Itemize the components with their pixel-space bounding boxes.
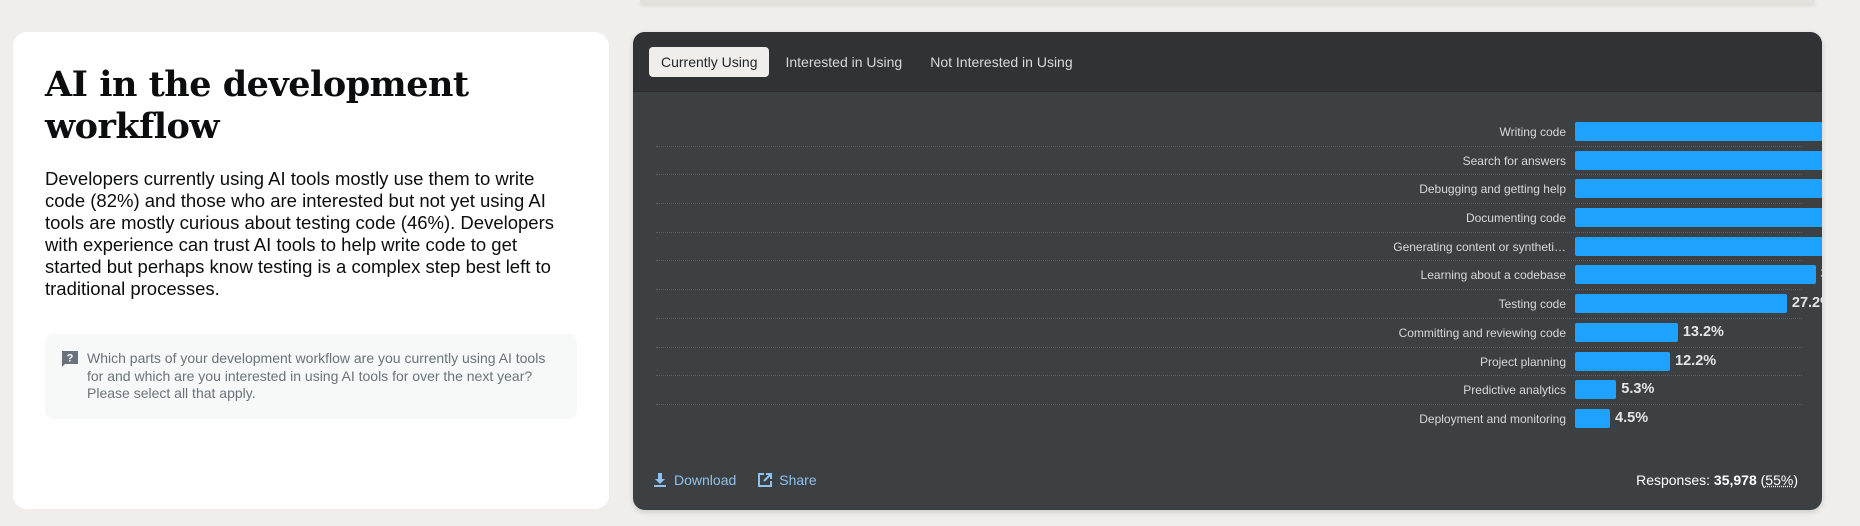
bar — [1575, 150, 1822, 170]
category-label: Committing and reviewing code — [1398, 325, 1566, 340]
download-link[interactable]: Download — [653, 472, 736, 488]
bar — [1575, 208, 1822, 228]
share-icon — [758, 473, 773, 487]
question-box: ? Which parts of your development workfl… — [45, 334, 577, 419]
info-card: AI in the development workflow Developer… — [13, 32, 609, 509]
bar — [1575, 408, 1611, 428]
responses: Responses: 35,978 (55%) — [1636, 472, 1798, 488]
chart-row: Documenting code40.1% — [656, 204, 1822, 233]
chart-row: Predictive analytics 5.3% — [656, 376, 1802, 405]
value-label: 27.2% — [1791, 295, 1822, 312]
bar — [1575, 236, 1822, 256]
question-text: Which parts of your development workflow… — [87, 350, 546, 401]
bar — [1575, 351, 1671, 371]
bar — [1575, 265, 1816, 285]
category-label: Predictive analytics — [1463, 383, 1566, 398]
tab-interested-in-using[interactable]: Interested in Using — [785, 53, 903, 70]
category-label: Debugging and getting help — [1419, 182, 1566, 197]
category-label: Writing code — [1499, 125, 1566, 139]
chart-row: Learning about a codebase 30.9% — [656, 261, 1822, 291]
tab-currently-using[interactable]: Currently Using — [649, 46, 770, 77]
bar — [1575, 294, 1787, 314]
value-label: 30.9% — [1821, 266, 1822, 282]
share-label: Share — [779, 472, 817, 488]
category-label: Project planning — [1479, 354, 1566, 369]
share-link[interactable]: Share — [758, 472, 817, 488]
category-label: Testing code — [1498, 297, 1566, 312]
responses-percent[interactable]: 55% — [1765, 472, 1794, 488]
chart-footer: Download Share Responses: 35,978 (55%) — [653, 472, 1798, 488]
page-title: AI in the development workflow — [45, 64, 469, 147]
category-label: Learning about a codebase — [1420, 268, 1566, 283]
value-label: 12.2% — [1675, 352, 1717, 369]
chart-row: Testing code 27.2% — [656, 290, 1822, 319]
chart-row: Committing and reviewing code 13.2% — [656, 319, 1802, 348]
value-label: 13.2% — [1682, 323, 1724, 340]
card-edge — [640, 0, 1815, 3]
download-icon — [654, 473, 666, 487]
question-icon: ? — [62, 351, 78, 367]
responses-count: 35,978 — [1713, 472, 1757, 488]
responses-label: Responses: — [1636, 472, 1711, 488]
chart-row: Writing code82% — [656, 118, 1822, 147]
category-label: Deployment and monitoring — [1419, 411, 1566, 426]
chart-panel: Currently Using Interested in Using Not … — [633, 32, 1822, 510]
download-label: Download — [674, 472, 737, 488]
description: Developers currently using AI tools most… — [45, 168, 555, 299]
category-label: Generating content or syntheti… — [1393, 239, 1566, 254]
tab-not-interested-in-using[interactable]: Not Interested in Using — [930, 53, 1073, 70]
chart-row: Project planning 12.2% — [656, 348, 1802, 377]
chart-row: Deployment and monitoring 4.5% — [656, 405, 1802, 434]
tab-bar: Currently Using Interested in Using Not … — [633, 32, 1822, 92]
chart-row: Search for answers67.5% — [656, 147, 1822, 176]
category-label: Documenting code — [1465, 211, 1566, 226]
bar — [1575, 179, 1822, 199]
category-label: Search for answers — [1462, 153, 1566, 168]
value-label: 5.3% — [1621, 381, 1655, 398]
chart-row: Debugging and getting help56.7% — [656, 175, 1822, 205]
value-label: 4.5% — [1615, 409, 1649, 426]
bar-chart: Writing code82%Search for answers67.5%De… — [656, 118, 1822, 434]
bar — [1575, 322, 1678, 342]
svg-text:?: ? — [67, 353, 74, 365]
bar — [1575, 122, 1822, 141]
chart-row: Generating content or syntheti…34.8% — [656, 233, 1822, 262]
bar — [1575, 380, 1617, 400]
